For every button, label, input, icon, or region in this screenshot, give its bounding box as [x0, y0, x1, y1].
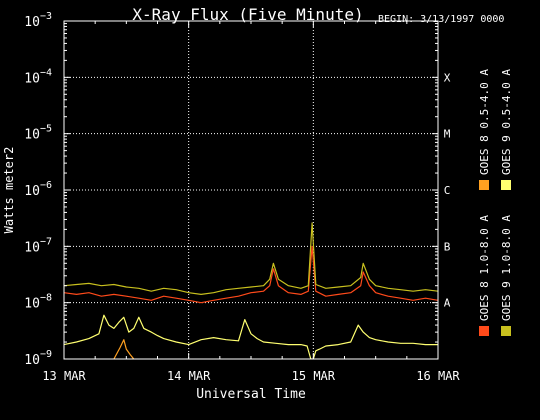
flare-class-label: X	[444, 71, 451, 84]
flare-class-label: B	[444, 240, 451, 253]
x-tick-label: 13 MAR	[42, 369, 86, 383]
chart-title: X-Ray Flux (Five Minute)	[132, 5, 363, 24]
flare-class-label: A	[444, 297, 451, 310]
y-axis-label: Watts meter2	[2, 147, 16, 234]
legend-swatch	[479, 180, 489, 190]
legend-label: GOES 8 0.5-4.0 A	[478, 69, 491, 175]
legend: GOES 8 1.0-8.0 A GOES 8 0.5-4.0 A GOES 9 1…	[478, 69, 513, 336]
flare-class-labels: A B C M X	[444, 71, 451, 309]
flare-class-label: M	[444, 128, 451, 141]
x-tick-label: 16 MAR	[416, 369, 460, 383]
y-tick-label: 10−5	[24, 124, 52, 143]
legend-label: GOES 9 0.5-4.0 A	[500, 69, 513, 175]
x-tick-label: 14 MAR	[167, 369, 211, 383]
series-line	[64, 314, 438, 359]
series-line	[64, 245, 438, 304]
y-tick-label: 10−4	[24, 67, 52, 86]
grid-lines	[64, 21, 438, 359]
legend-swatch	[479, 326, 489, 336]
begin-label: BEGIN: 3/13/1997 0000	[378, 14, 504, 25]
flare-class-label: C	[444, 184, 451, 197]
y-tick-label: 10−3	[24, 11, 52, 30]
series-line	[113, 339, 135, 359]
series-line	[64, 222, 438, 295]
data-traces	[64, 222, 438, 359]
legend-label: GOES 8 1.0-8.0 A	[478, 215, 491, 321]
legend-label: GOES 9 1.0-8.0 A	[500, 215, 513, 321]
y-axis-ticks: 10−9 10−8 10−7 10−6 10−5 10−4 10−3	[24, 11, 438, 368]
x-axis-ticks: 13 MAR 14 MAR 15 MAR 16 MAR	[42, 21, 460, 383]
legend-swatch	[501, 180, 511, 190]
y-tick-label: 10−7	[24, 236, 52, 255]
x-axis-label: Universal Time	[196, 387, 306, 402]
legend-swatch	[501, 326, 511, 336]
x-tick-label: 15 MAR	[292, 369, 336, 383]
y-tick-label: 10−6	[24, 180, 52, 199]
y-tick-label: 10−9	[24, 349, 52, 368]
y-tick-label: 10−8	[24, 293, 52, 312]
